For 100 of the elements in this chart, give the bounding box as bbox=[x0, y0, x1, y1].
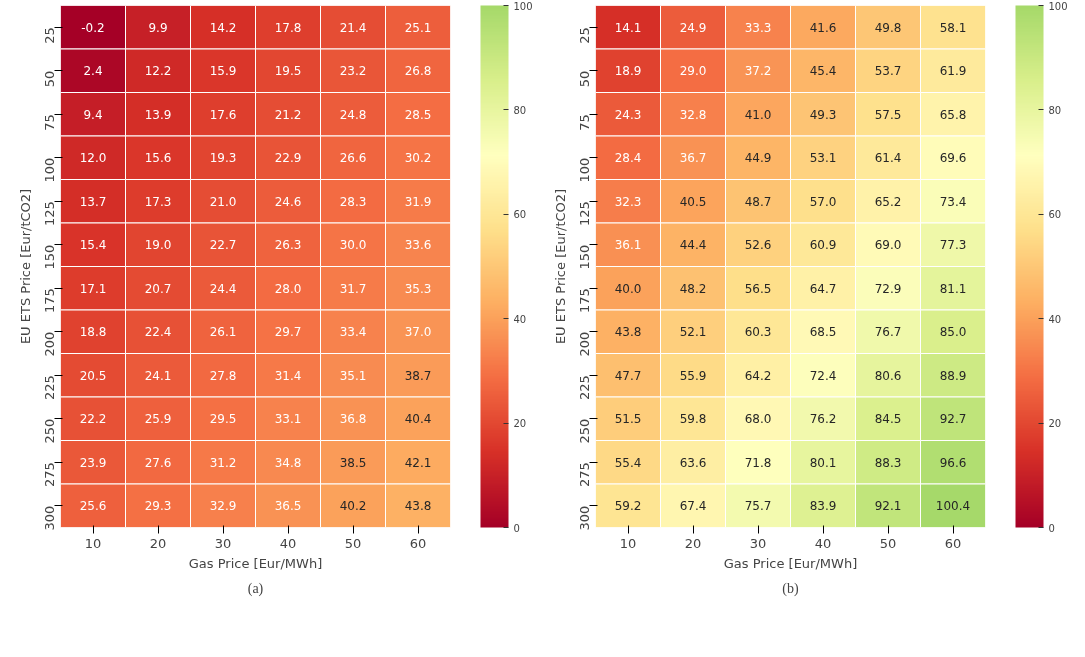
x-tick-label: 20 bbox=[684, 535, 702, 551]
data-label: 72.4 bbox=[809, 368, 837, 383]
data-label: 92.1 bbox=[874, 499, 902, 514]
data-label: 24.1 bbox=[144, 368, 172, 383]
data-label: 59.8 bbox=[679, 412, 707, 427]
data-label: 76.2 bbox=[809, 412, 837, 427]
data-label: 59.2 bbox=[614, 499, 642, 514]
y-tick-label: 225 bbox=[577, 375, 592, 401]
data-label: 36.5 bbox=[274, 499, 302, 514]
data-label: 14.1 bbox=[614, 20, 642, 35]
data-label: 60.9 bbox=[809, 238, 837, 253]
x-tick-label: 30 bbox=[749, 535, 767, 551]
color-bar-label: 100 bbox=[1048, 0, 1068, 12]
data-label: 40.0 bbox=[614, 281, 642, 296]
color-bar-label: 80 bbox=[513, 104, 527, 116]
data-label: 33.4 bbox=[339, 325, 367, 340]
data-label: 40.2 bbox=[339, 499, 367, 514]
y-tick-label: 25 bbox=[577, 27, 592, 44]
data-label: 22.7 bbox=[209, 238, 237, 253]
data-label: 23.9 bbox=[79, 455, 107, 470]
data-label: 18.9 bbox=[614, 64, 642, 79]
data-label: 32.3 bbox=[614, 194, 642, 209]
data-label: 35.3 bbox=[404, 281, 432, 296]
data-label: 69.6 bbox=[939, 151, 967, 166]
data-label: 30.2 bbox=[404, 151, 432, 166]
data-label: 61.4 bbox=[874, 151, 902, 166]
data-label: 34.8 bbox=[274, 455, 302, 470]
data-label: 61.9 bbox=[939, 64, 967, 79]
data-label: 29.3 bbox=[144, 499, 172, 514]
data-label: 73.4 bbox=[939, 194, 967, 209]
data-label: 31.2 bbox=[209, 455, 237, 470]
color-bar-label: 0 bbox=[1048, 522, 1055, 534]
y-tick-label: 200 bbox=[42, 331, 57, 357]
data-label: 80.1 bbox=[809, 455, 837, 470]
data-label: 77.3 bbox=[939, 238, 967, 253]
text: (b) bbox=[782, 580, 799, 597]
data-label: 71.8 bbox=[744, 455, 772, 470]
data-label: 76.7 bbox=[874, 325, 902, 340]
data-label: 32.8 bbox=[679, 107, 707, 122]
data-label: 24.6 bbox=[274, 194, 302, 209]
data-label: 57.0 bbox=[809, 194, 837, 209]
data-label: 19.3 bbox=[209, 151, 237, 166]
data-label: 25.1 bbox=[404, 20, 432, 35]
data-label: 55.4 bbox=[614, 455, 642, 470]
y-tick-label: 150 bbox=[577, 244, 592, 270]
data-label: 36.8 bbox=[339, 412, 367, 427]
data-label: -0.2 bbox=[81, 20, 105, 35]
y-tick-label: 50 bbox=[577, 70, 592, 88]
data-label: 40.5 bbox=[679, 194, 707, 209]
data-label: 19.0 bbox=[144, 238, 172, 253]
data-label: 85.0 bbox=[939, 325, 967, 340]
data-label: 43.8 bbox=[614, 325, 642, 340]
data-label: 81.1 bbox=[939, 281, 967, 296]
data-label: 24.9 bbox=[679, 20, 707, 35]
color-bar-label: 80 bbox=[1048, 104, 1062, 116]
data-label: 22.4 bbox=[144, 325, 172, 340]
x-axis-title: Gas Price [Eur/MWh] bbox=[188, 555, 323, 571]
data-label: 55.9 bbox=[679, 368, 707, 383]
data-label: 69.0 bbox=[874, 238, 902, 253]
data-label: 47.7 bbox=[614, 368, 642, 383]
data-label: 20.5 bbox=[79, 368, 107, 383]
data-label: 44.9 bbox=[744, 151, 772, 166]
data-label: 65.2 bbox=[874, 194, 902, 209]
x-axis-title: Gas Price [Eur/MWh] bbox=[723, 555, 858, 571]
y-tick-label: 200 bbox=[577, 331, 592, 357]
data-label: 31.4 bbox=[274, 368, 302, 383]
data-label: 36.1 bbox=[614, 238, 642, 253]
data-label: 14.2 bbox=[209, 20, 237, 35]
y-tick-label: 300 bbox=[42, 505, 57, 531]
data-label: 49.3 bbox=[809, 107, 837, 122]
data-label: 29.7 bbox=[274, 325, 302, 340]
data-label: 12.0 bbox=[79, 151, 107, 166]
x-tick-label: 50 bbox=[879, 535, 897, 551]
data-label: 88.3 bbox=[874, 455, 902, 470]
data-label: 18.8 bbox=[79, 325, 107, 340]
data-label: 58.1 bbox=[939, 20, 967, 35]
text: (a) bbox=[247, 580, 264, 597]
y-axis-title: EU ETS Price [Eur/tCO2] bbox=[17, 188, 33, 345]
data-label: 17.3 bbox=[144, 194, 172, 209]
data-label: 24.3 bbox=[614, 107, 642, 122]
y-tick-label: 175 bbox=[42, 288, 57, 314]
data-label: 38.5 bbox=[339, 455, 367, 470]
color-bar-label: 40 bbox=[1048, 313, 1062, 325]
data-label: 21.2 bbox=[274, 107, 302, 122]
x-tick-label: 40 bbox=[279, 535, 297, 551]
data-label: 37.2 bbox=[744, 64, 772, 79]
data-label: 80.6 bbox=[874, 368, 902, 383]
y-tick-label: 100 bbox=[42, 157, 57, 183]
data-label: 92.7 bbox=[939, 412, 967, 427]
data-label: 32.9 bbox=[209, 499, 237, 514]
color-bar-label: 0 bbox=[513, 522, 520, 534]
x-tick-label: 60 bbox=[409, 535, 427, 551]
data-label: 13.9 bbox=[144, 107, 172, 122]
x-tick-label: 30 bbox=[214, 535, 232, 551]
data-label: 26.1 bbox=[209, 325, 237, 340]
data-label: 56.5 bbox=[744, 281, 772, 296]
data-label: 53.1 bbox=[809, 151, 837, 166]
data-label: 22.2 bbox=[79, 412, 107, 427]
x-tick-label: 20 bbox=[149, 535, 167, 551]
data-label: 31.9 bbox=[404, 194, 432, 209]
